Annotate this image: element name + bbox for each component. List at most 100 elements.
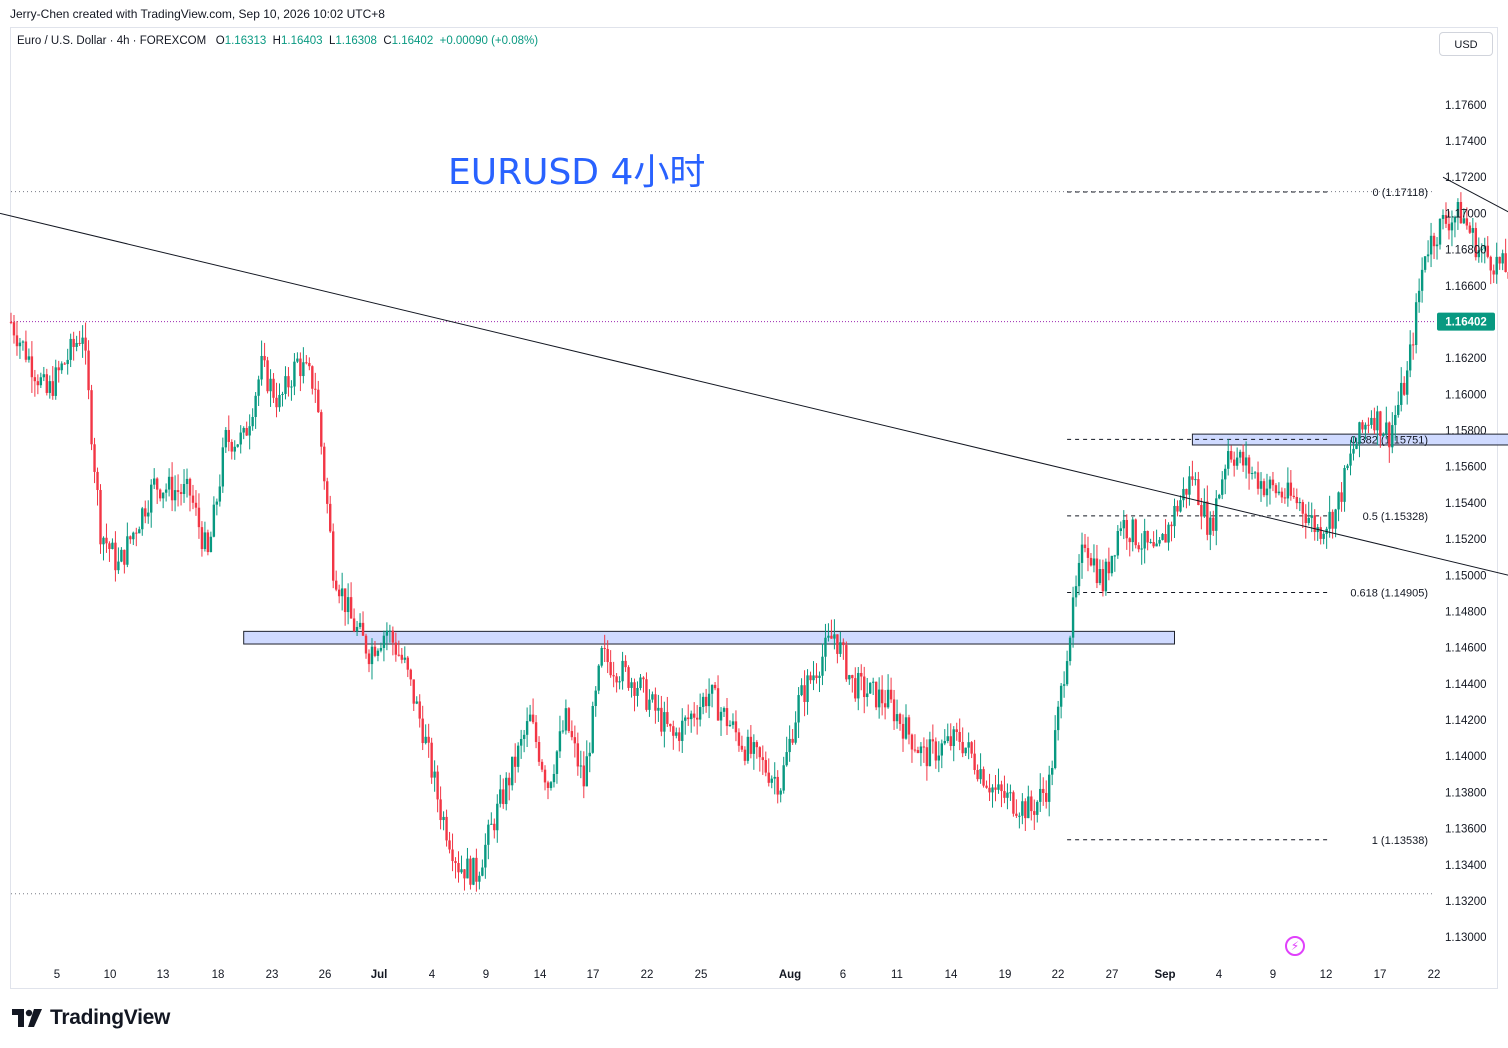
- candle-body: [785, 752, 788, 766]
- candle-body: [791, 738, 794, 743]
- candle-body: [1420, 269, 1424, 291]
- candle-body: [549, 782, 553, 788]
- candle-body: [940, 743, 943, 756]
- candle-body: [707, 693, 711, 707]
- candle-body: [964, 747, 967, 754]
- candle-body: [824, 637, 827, 657]
- candle-body: [1062, 684, 1066, 686]
- candle-body: [1447, 223, 1451, 231]
- candle-body: [481, 867, 484, 876]
- candle-body: [809, 675, 812, 681]
- y-tick-label: 1.16000: [1445, 389, 1487, 401]
- candle-body: [442, 816, 445, 821]
- candle-body: [961, 741, 964, 754]
- candle-body: [1489, 256, 1492, 271]
- candle-body: [943, 740, 946, 744]
- candle-body: [1391, 425, 1394, 448]
- candle-body: [409, 669, 412, 680]
- candle-body: [269, 378, 272, 392]
- candle-body: [731, 721, 735, 725]
- candle-body: [323, 446, 326, 482]
- candle-body: [1250, 472, 1254, 474]
- candle-body: [1227, 451, 1230, 469]
- candle-body: [99, 489, 102, 545]
- candle-body: [967, 742, 970, 748]
- candle-body: [1155, 543, 1158, 547]
- candle-body: [1495, 256, 1498, 275]
- candle-body: [1307, 517, 1310, 524]
- y-tick-label: 1.17000: [1445, 208, 1487, 220]
- lightning-icon[interactable]: ⚡: [1285, 936, 1305, 956]
- candle-body: [1504, 253, 1507, 273]
- candle-body: [609, 662, 612, 676]
- candle-body: [913, 749, 917, 751]
- candle-body: [493, 823, 496, 831]
- candle-body: [958, 731, 961, 742]
- candle-body: [931, 739, 935, 742]
- candle-body: [421, 718, 424, 744]
- candle-body: [33, 377, 37, 382]
- candle-body: [877, 689, 881, 708]
- candle-body: [621, 660, 624, 682]
- candle-body: [1161, 533, 1164, 540]
- candle-body: [624, 660, 627, 668]
- candle-body: [728, 724, 732, 727]
- brand-logo: TradingView: [12, 1006, 170, 1030]
- chart-frame: [10, 27, 1498, 989]
- candle-body: [845, 645, 848, 680]
- candle-body: [161, 492, 165, 499]
- candle-body: [391, 630, 395, 643]
- candle-body: [197, 507, 201, 528]
- y-tick-label: 1.13800: [1445, 787, 1487, 799]
- y-tick-label: 1.15200: [1445, 534, 1487, 546]
- candle-body: [209, 536, 213, 553]
- candle-body: [123, 549, 126, 565]
- candle-body: [358, 622, 362, 627]
- candle-body: [886, 689, 890, 708]
- candle-body: [490, 823, 493, 825]
- candle-body: [126, 536, 129, 565]
- candle-body: [1021, 801, 1024, 816]
- candle-body: [206, 532, 210, 553]
- candle-body: [797, 695, 800, 723]
- x-tick-label: 25: [695, 969, 708, 981]
- y-tick-label: 1.14200: [1445, 715, 1487, 727]
- fib-level-label: 0 (1.17118): [1373, 187, 1428, 199]
- candle-body: [666, 712, 669, 724]
- fib-level-label: 0.5 (1.15328): [1363, 511, 1428, 523]
- candle-body: [1432, 235, 1436, 247]
- candle-body: [1292, 495, 1296, 498]
- candle-body: [266, 360, 269, 392]
- candle-body: [633, 682, 636, 696]
- candle-body: [546, 782, 550, 788]
- candle-body: [684, 717, 687, 721]
- candle-body: [379, 647, 383, 651]
- candle-body: [57, 367, 60, 371]
- candle-body: [827, 635, 830, 638]
- candle-body: [1397, 404, 1400, 415]
- candle-body: [135, 532, 138, 534]
- candle-body: [317, 389, 320, 413]
- candle-body: [794, 722, 797, 743]
- candle-body: [1235, 457, 1239, 466]
- candle-body: [833, 634, 836, 639]
- candle-body: [1086, 548, 1090, 558]
- candle-body: [1042, 788, 1045, 793]
- candle-body: [340, 588, 344, 597]
- symbol-legend: Euro / U.S. Dollar · 4h · FOREXCOM O1.16…: [17, 35, 538, 47]
- candle-body: [1417, 290, 1421, 303]
- candle-body: [1376, 411, 1379, 431]
- candle-body: [337, 589, 341, 597]
- x-tick-label: 18: [212, 969, 225, 981]
- x-tick-label: 14: [945, 969, 958, 981]
- y-tick-label: 1.14600: [1445, 643, 1487, 655]
- candle-body: [603, 647, 606, 649]
- candle-body: [525, 721, 529, 735]
- x-tick-label: 10: [104, 969, 117, 981]
- x-tick-label: 22: [1052, 969, 1065, 981]
- candle-body: [1152, 541, 1155, 547]
- candle-body: [1092, 558, 1096, 566]
- currency-button[interactable]: USD: [1439, 32, 1493, 56]
- candle-body: [552, 773, 556, 783]
